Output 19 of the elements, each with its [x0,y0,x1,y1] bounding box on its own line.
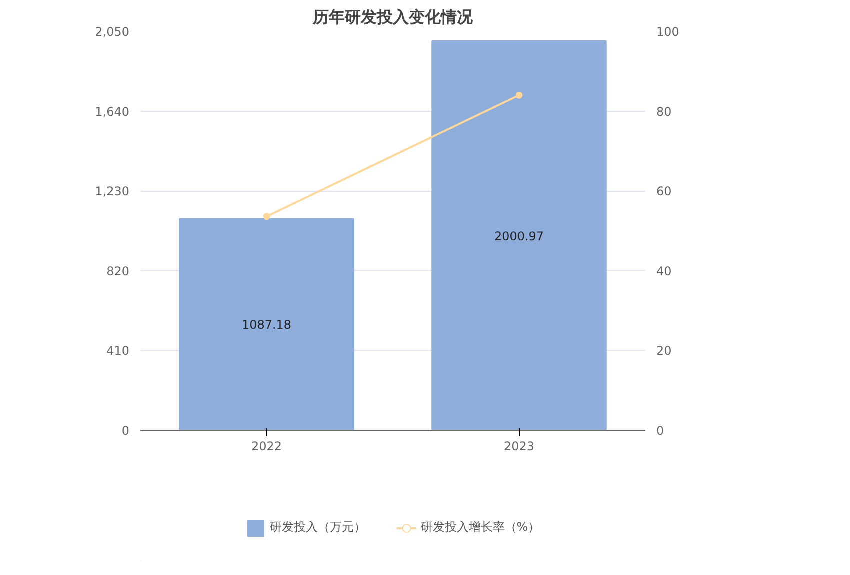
y-tick-label: 410 [106,344,130,358]
chart-title: 历年研发投入变化情况 [312,8,474,26]
y2-tick-label: 80 [656,104,672,119]
x-tick-label: 2023 [504,440,535,454]
y2-tick-label: 100 [656,25,680,39]
y-tick-label: 820 [106,264,130,278]
x-tick-label: 2022 [251,440,282,454]
data-label: 2000.97 [494,229,544,244]
y2-tick-label: 0 [656,424,664,438]
data-label: 1087.18 [242,318,292,332]
y-tick-label: 2,050 [95,25,130,39]
y2-tick-label: 20 [656,344,672,358]
y-tick-label: 1,230 [95,184,130,199]
y-tick-label: 1,640 [95,104,130,119]
y2-tick-label: 40 [656,264,672,278]
y2-tick-label: 60 [656,184,672,199]
legend-label: 研发投入（万元） [270,519,366,536]
y-tick-label: 0 [122,424,130,438]
legend-label: 研发投入增长率（%） [420,519,540,536]
